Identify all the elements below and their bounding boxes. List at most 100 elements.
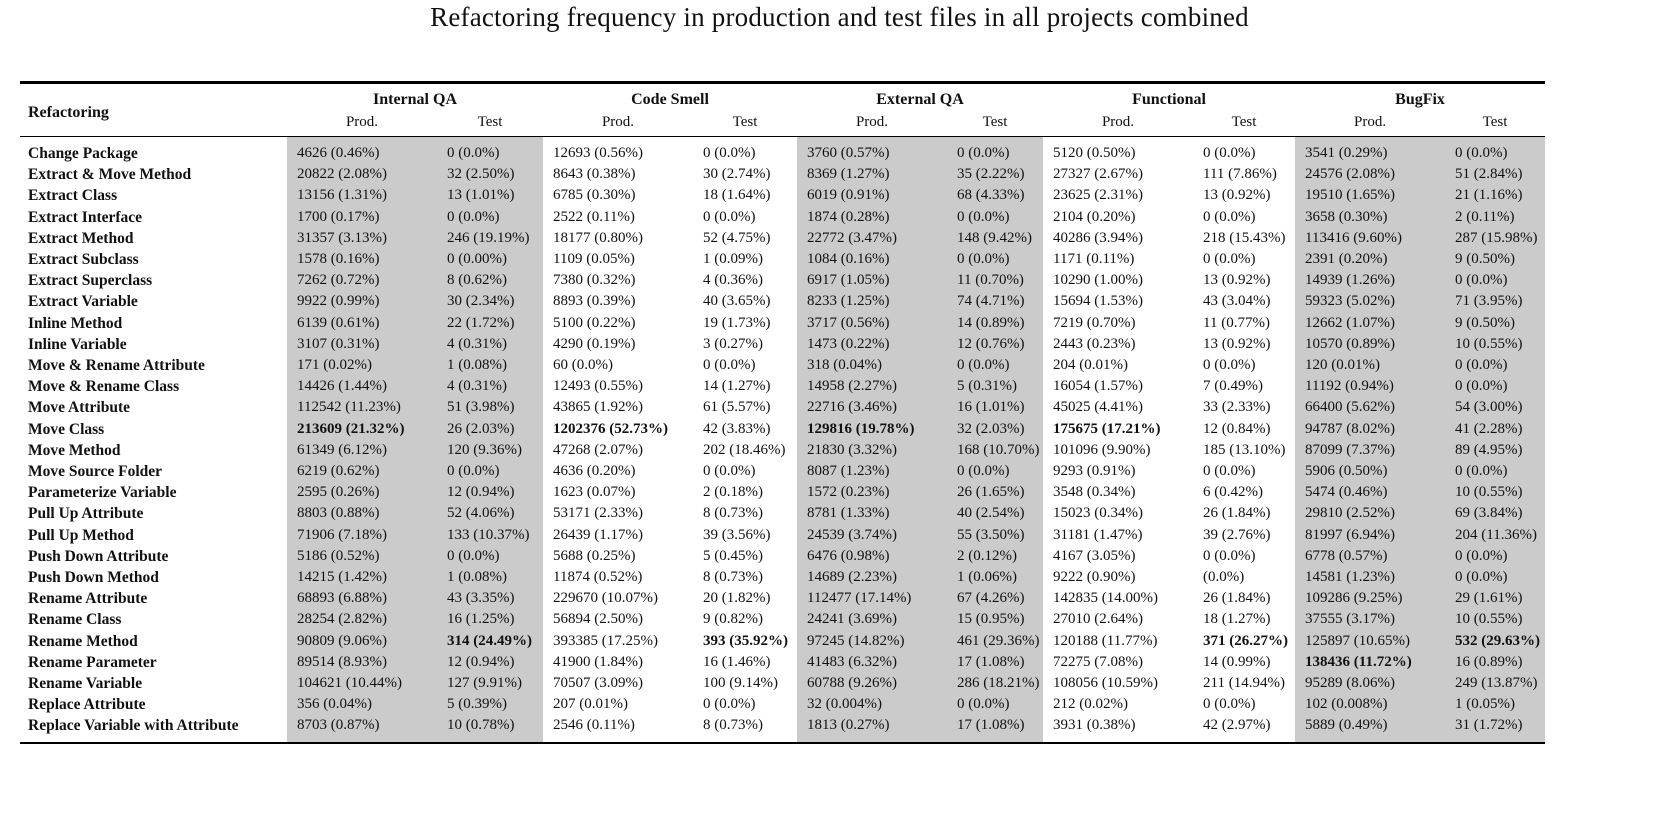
test-cell: 0 (0.00%) xyxy=(437,249,543,271)
row-name: Rename Class xyxy=(28,611,122,629)
test-cell: 0 (0.0%) xyxy=(1203,251,1256,268)
prod-cell: 45025 (4.41%) xyxy=(1053,399,1144,416)
test-cell: 16 (1.01%) xyxy=(947,397,1044,419)
prod-cell: 29810 (2.52%) xyxy=(1295,503,1446,525)
prod-cell: 102 (0.008%) xyxy=(1295,694,1446,716)
refactoring-frequency-table: Refactoring Internal QA Code Smell Exter… xyxy=(20,81,1546,744)
group-header-code-smell: Code Smell xyxy=(543,81,797,111)
prod-cell: 24539 (3.74%) xyxy=(797,524,947,546)
prod-cell: 59323 (5.02%) xyxy=(1295,291,1446,313)
row-name: Pull Up Attribute xyxy=(28,505,144,523)
test-cell: 30 (2.34%) xyxy=(437,291,543,313)
table-row: Extract Variable 9922 (0.99%) 30 (2.34%) 88… xyxy=(20,291,1546,313)
prod-cell: 16054 (1.57%) xyxy=(1053,378,1144,395)
table-row: Pull Up Method 71906 (7.18%) 133 (10.37%) 2… xyxy=(20,524,1546,546)
prod-cell: 1202376 (52.73%) xyxy=(553,420,668,437)
test-cell: 1 (0.08%) xyxy=(437,567,543,589)
prod-cell: 40286 (3.94%) xyxy=(1053,229,1144,246)
prod-cell: 229670 (10.07%) xyxy=(553,590,658,607)
table-row: Rename Parameter 89514 (8.93%) 12 (0.94%) 4… xyxy=(20,651,1546,674)
test-cell: 0 (0.0%) xyxy=(1203,696,1256,713)
test-cell: 0 (0.0%) xyxy=(1203,208,1256,225)
test-column-header: Test xyxy=(693,111,797,137)
test-cell: 0 (0.0%) xyxy=(947,694,1044,716)
prod-cell: 12493 (0.55%) xyxy=(553,378,643,395)
test-cell: 0 (0.0%) xyxy=(1445,461,1546,483)
prod-cell: 97245 (14.82%) xyxy=(797,630,947,652)
test-cell: 12 (0.94%) xyxy=(437,651,543,674)
prod-cell: 7380 (0.32%) xyxy=(553,272,636,289)
prod-cell: 14581 (1.23%) xyxy=(1295,567,1446,589)
test-cell: 35 (2.22%) xyxy=(947,164,1044,186)
prod-cell: 112542 (11.23%) xyxy=(287,397,437,419)
row-name: Extract Subclass xyxy=(28,251,139,269)
test-cell: 127 (9.91%) xyxy=(437,673,543,695)
prod-cell: 6778 (0.57%) xyxy=(1295,545,1446,568)
table-row: Push Down Attribute 5186 (0.52%) 0 (0.0%) 5… xyxy=(20,545,1546,568)
test-cell: 1 (0.06%) xyxy=(947,567,1044,589)
test-cell: 18 (1.64%) xyxy=(703,187,771,204)
test-cell: 8 (0.62%) xyxy=(437,270,543,292)
prod-cell: 24241 (3.69%) xyxy=(797,609,947,631)
test-cell: 68 (4.33%) xyxy=(947,185,1044,207)
test-column-header: Test xyxy=(947,111,1044,137)
prod-cell: 1473 (0.22%) xyxy=(797,333,947,356)
prod-cell: 6139 (0.61%) xyxy=(287,312,437,334)
prod-cell: 113416 (9.60%) xyxy=(1295,227,1446,250)
test-cell: 0 (0.0%) xyxy=(703,208,756,225)
test-cell: 14 (1.27%) xyxy=(703,378,771,395)
prod-cell: 27327 (2.67%) xyxy=(1053,166,1144,183)
prod-cell: 14426 (1.44%) xyxy=(287,376,437,398)
prod-cell: 22772 (3.47%) xyxy=(797,227,947,250)
prod-cell: 18177 (0.80%) xyxy=(553,229,643,246)
prod-cell: 109286 (9.25%) xyxy=(1295,588,1446,610)
prod-cell: 8233 (1.25%) xyxy=(797,291,947,313)
prod-cell: 20822 (2.08%) xyxy=(287,164,437,186)
prod-cell: 31357 (3.13%) xyxy=(287,227,437,250)
row-name: Parameterize Variable xyxy=(28,484,177,502)
test-cell: 7 (0.49%) xyxy=(1203,378,1264,395)
prod-cell: 6917 (1.05%) xyxy=(797,270,947,292)
prod-cell: 19510 (1.65%) xyxy=(1295,185,1446,207)
test-cell: 12 (0.76%) xyxy=(947,333,1044,356)
table-row: Rename Method 90809 (9.06%) 314 (24.49%) 39… xyxy=(20,630,1546,652)
prod-cell: 5474 (0.46%) xyxy=(1295,482,1446,504)
prod-cell: 10570 (0.89%) xyxy=(1295,333,1446,356)
test-cell: (0.0%) xyxy=(1203,569,1245,586)
test-cell: 39 (2.76%) xyxy=(1203,526,1271,543)
prod-cell: 87099 (7.37%) xyxy=(1295,439,1446,462)
prod-cell: 53171 (2.33%) xyxy=(553,505,643,522)
prod-cell: 3717 (0.56%) xyxy=(797,312,947,334)
test-cell: 61 (5.57%) xyxy=(703,399,771,416)
test-cell: 0 (0.0%) xyxy=(703,357,756,374)
test-cell: 14 (0.89%) xyxy=(947,312,1044,334)
prod-cell: 1578 (0.16%) xyxy=(287,249,437,271)
test-cell: 14 (0.99%) xyxy=(1203,653,1271,670)
prod-cell: 41900 (1.84%) xyxy=(553,653,643,670)
row-name: Pull Up Method xyxy=(28,526,134,544)
row-name: Rename Attribute xyxy=(28,590,148,608)
prod-cell: 5688 (0.25%) xyxy=(553,547,636,564)
prod-cell: 11874 (0.52%) xyxy=(553,569,643,586)
prod-cell: 2391 (0.20%) xyxy=(1295,249,1446,271)
table-row: Move Class 213609 (21.32%) 26 (2.03%) 12023… xyxy=(20,418,1546,440)
row-label-header: Refactoring xyxy=(20,81,287,137)
prod-cell: 5906 (0.50%) xyxy=(1295,461,1446,483)
test-cell: 40 (2.54%) xyxy=(947,503,1044,525)
test-cell: 204 (11.36%) xyxy=(1445,524,1546,546)
test-cell: 4 (0.36%) xyxy=(703,272,763,289)
test-cell: 0 (0.0%) xyxy=(1445,355,1546,377)
test-cell: 0 (0.0%) xyxy=(1203,547,1256,564)
test-cell: 74 (4.71%) xyxy=(947,291,1044,313)
table-row: Inline Variable 3107 (0.31%) 4 (0.31%) 4290… xyxy=(20,333,1546,356)
prod-cell: 1874 (0.28%) xyxy=(797,206,947,228)
test-cell: 218 (15.43%) xyxy=(1203,229,1286,246)
prod-cell: 8703 (0.87%) xyxy=(287,715,437,744)
test-cell: 52 (4.75%) xyxy=(703,229,771,246)
test-cell: 10 (0.78%) xyxy=(437,715,543,744)
table-row: Push Down Method 14215 (1.42%) 1 (0.08%) 11… xyxy=(20,567,1546,589)
prod-cell: 3107 (0.31%) xyxy=(287,333,437,356)
prod-cell: 23625 (2.31%) xyxy=(1053,187,1144,204)
test-cell: 26 (1.65%) xyxy=(947,482,1044,504)
test-column-header: Test xyxy=(1445,111,1546,137)
